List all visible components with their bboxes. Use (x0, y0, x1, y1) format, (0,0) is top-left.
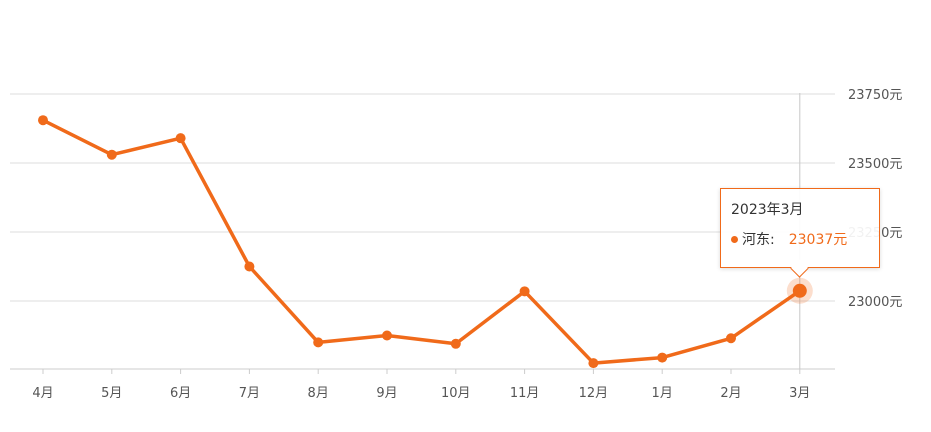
data-point (726, 333, 736, 344)
x-tick-label: 6月 (170, 386, 191, 401)
x-tick-label: 7月 (239, 386, 260, 401)
grid-lines (10, 93, 835, 370)
x-tick-label: 1月 (652, 386, 673, 401)
x-tick-label: 9月 (376, 386, 397, 401)
x-tick-label: 8月 (308, 386, 329, 401)
series-line (41, 118, 802, 365)
data-point (175, 133, 186, 144)
tooltip-row: 河东: 23037元 (731, 229, 869, 249)
tooltip-title: 2023年3月 (731, 202, 804, 218)
data-point (382, 330, 392, 341)
series-hedong (41, 118, 802, 365)
tooltip: 2023年3月 河东: 23037元 (720, 188, 880, 268)
data-point (313, 337, 324, 348)
x-tick-label: 2月 (720, 386, 741, 401)
x-tick-label: 11月 (510, 386, 540, 401)
x-tick-label: 12月 (579, 386, 609, 401)
tooltip-series-label: 河东: (742, 232, 775, 248)
data-point (106, 149, 117, 160)
data-point (38, 115, 48, 126)
x-tick-label: 10月 (441, 386, 471, 401)
x-tick-label: 4月 (32, 386, 53, 401)
series-dot-icon (731, 235, 738, 243)
data-point (450, 338, 461, 349)
y-tick-label: 23500元 (848, 157, 902, 172)
data-point (519, 286, 530, 297)
y-tick-label: 23000元 (848, 295, 902, 310)
x-tick-label: 3月 (789, 386, 810, 401)
x-tick-label: 5月 (101, 386, 122, 401)
y-axis: 23000元23250元23500元23750元 (848, 88, 902, 310)
data-point (588, 358, 599, 369)
data-point-highlighted (792, 283, 807, 298)
tooltip-value: 23037元 (788, 232, 848, 248)
y-tick-label: 23750元 (848, 88, 902, 103)
data-points (38, 115, 813, 369)
data-point (657, 352, 668, 363)
x-axis: 4月 5月 6月 7月 8月 9月 10月 11月 12月 1月 2月 3月 (32, 369, 810, 401)
data-point (244, 261, 255, 272)
